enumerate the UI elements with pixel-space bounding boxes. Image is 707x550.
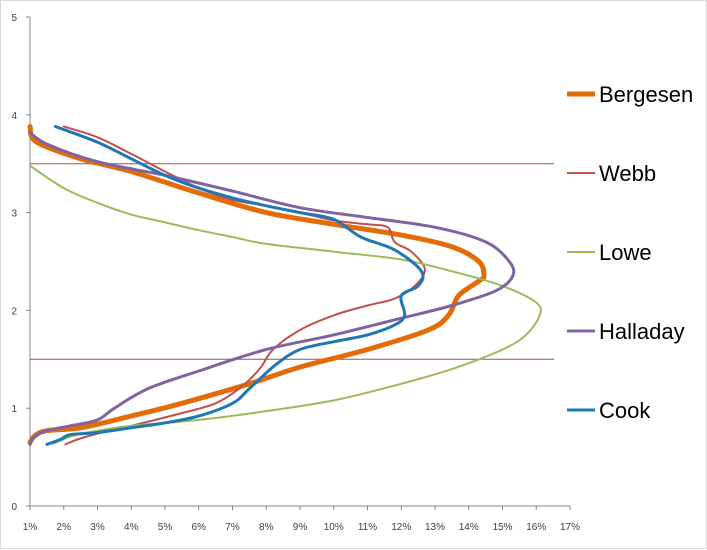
- x-tick-label: 14%: [459, 522, 479, 533]
- x-tick-label: 13%: [425, 522, 445, 533]
- x-tick-label: 16%: [526, 522, 546, 533]
- x-tick-label: 15%: [492, 522, 512, 533]
- legend-label-bergesen: Bergesen: [599, 82, 693, 107]
- series-line-cook: [45, 125, 425, 446]
- y-tick-label: 0: [11, 502, 17, 513]
- legend-label-webb: Webb: [599, 161, 656, 186]
- x-tick-label: 11%: [358, 522, 377, 533]
- y-tick-label: 4: [11, 111, 17, 122]
- series-line-halladay: [28, 130, 516, 446]
- x-tick-label: 5%: [158, 522, 173, 533]
- x-tick-label: 10%: [324, 522, 344, 533]
- series-line-webb: [62, 125, 426, 446]
- x-tick-label: 1%: [23, 522, 38, 533]
- x-tick-label: 7%: [225, 522, 240, 533]
- y-tick-label: 2: [11, 306, 17, 317]
- x-tick-label: 9%: [293, 522, 308, 533]
- legend-label-cook: Cook: [599, 398, 651, 423]
- series-lines: [27, 124, 542, 446]
- legend-label-halladay: Halladay: [599, 319, 685, 344]
- x-tick-label: 6%: [192, 522, 207, 533]
- y-tick-label: 5: [11, 13, 17, 24]
- x-tick-label: 8%: [259, 522, 274, 533]
- legend: Bergesen Webb Lowe Halladay Cook: [567, 82, 693, 423]
- x-tick-label: 12%: [391, 522, 411, 533]
- legend-label-lowe: Lowe: [599, 240, 652, 265]
- series-line-lowe: [29, 164, 542, 445]
- reference-lines: [30, 163, 554, 360]
- x-tick-label: 2%: [57, 522, 72, 533]
- y-tick-label: 1: [11, 404, 17, 415]
- y-tick-label: 3: [11, 209, 17, 220]
- x-tick-label: 3%: [90, 522, 105, 533]
- x-tick-label: 4%: [124, 522, 139, 533]
- axes: 0 1 2 3 4 5 1% 2% 3% 4% 5% 6% 7% 8% 9% 10% 11% 12% 13% 14% 1…: [11, 13, 580, 533]
- series-line-bergesen: [27, 124, 487, 445]
- x-tick-label: 17%: [560, 522, 580, 533]
